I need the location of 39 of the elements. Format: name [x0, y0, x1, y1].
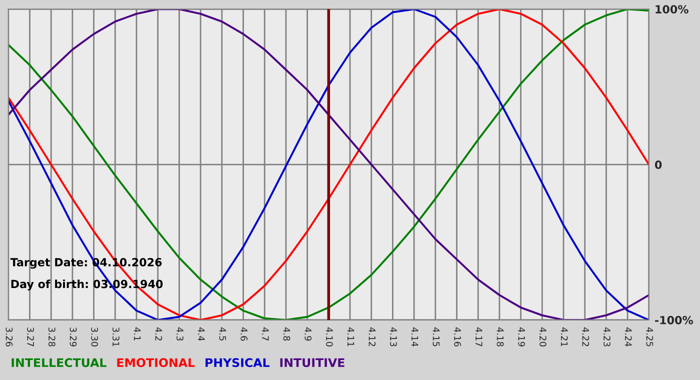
x-tick-label: 4.21: [561, 327, 568, 346]
x-tick-label: 4.13: [390, 327, 397, 346]
x-tick-label: 4.17: [476, 327, 482, 346]
x-tick-label: 4.5: [219, 327, 226, 340]
x-tick-label: 4.22: [582, 327, 590, 346]
x-tick-label: 4.12: [368, 327, 376, 346]
y-tick-label: 0: [654, 160, 662, 169]
x-tick-label: 4.2: [155, 327, 162, 340]
x-tick-label: 3.26: [6, 328, 13, 346]
y-tick-label: -100%: [655, 316, 694, 324]
x-tick-label: 4.24: [625, 327, 632, 346]
x-tick-label: 3.27: [27, 328, 34, 346]
x-tick-label: 4.25: [646, 327, 654, 346]
x-tick-label: 4.10: [326, 327, 333, 346]
x-tick-label: 4.7: [262, 327, 269, 340]
y-tick-label: 100%: [656, 5, 688, 14]
text: INTELLECTUAL: [12, 358, 106, 368]
x-tick-label: 4.8: [283, 327, 290, 341]
x-tick-label: 4.18: [496, 327, 504, 346]
x-tick-label: 4.15: [432, 327, 440, 346]
x-tick-label: 4.14: [412, 327, 418, 346]
x-tick-label: 4.6: [240, 327, 248, 341]
text: PHYSICAL: [206, 358, 270, 368]
x-tick-label: 4.16: [454, 327, 461, 346]
x-tick-label: 4.3: [176, 327, 184, 341]
x-tick-label: 4.9: [304, 327, 312, 341]
text: EMOTIONAL: [117, 358, 195, 368]
x-tick-label: 3.31: [112, 328, 120, 346]
x-tick-label: 4.19: [518, 327, 526, 346]
x-tick-label: 3.30: [91, 328, 98, 346]
x-tick-label: 4.20: [540, 327, 546, 346]
x-tick-label: 4.4: [198, 327, 205, 341]
x-tick-label: 3.28: [48, 328, 56, 346]
text: INTUITIVE: [280, 358, 344, 368]
x-tick-label: 4.11: [348, 327, 354, 346]
x-tick-label: 3.29: [70, 328, 77, 346]
x-tick-label: 4.23: [604, 327, 610, 346]
x-tick-label: 4.1: [134, 327, 141, 340]
line-series: [8, 9, 649, 320]
